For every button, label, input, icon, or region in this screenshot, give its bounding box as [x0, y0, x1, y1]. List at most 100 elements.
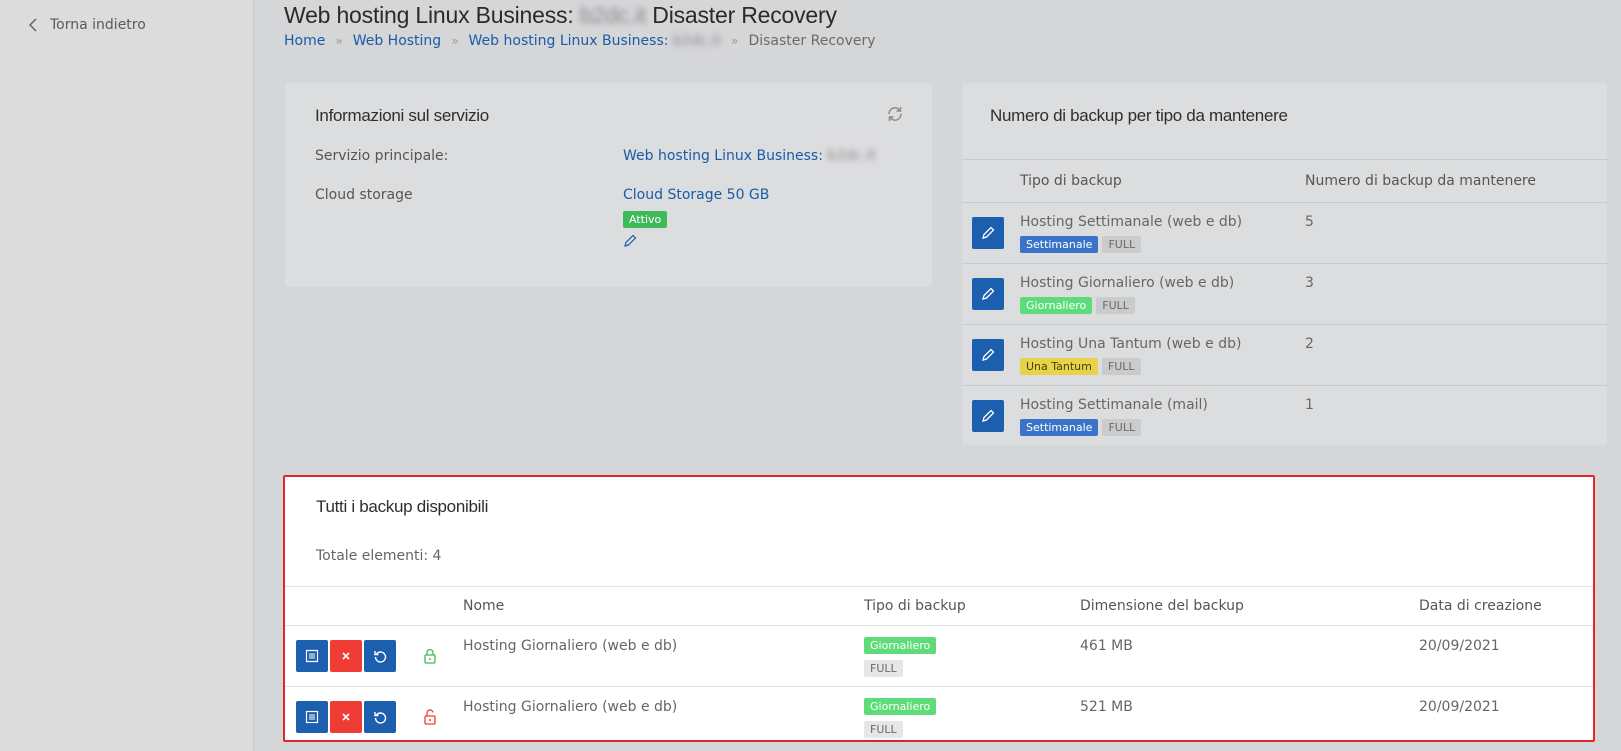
table-row: Hosting Giornaliero (web e db) Giornalie… — [285, 626, 1593, 687]
retention-name: Hosting Giornaliero (web e db) — [1020, 275, 1235, 291]
unlock-icon[interactable] — [423, 709, 437, 725]
lock-icon[interactable] — [423, 648, 437, 664]
breadcrumb-service-label: Web hosting Linux Business: — [468, 33, 669, 49]
breadcrumb-current: Disaster Recovery — [748, 33, 876, 49]
frequency-badge: Giornaliero — [864, 637, 937, 654]
retention-badges: Una Tantum FULL — [1020, 358, 1141, 375]
back-link-label: Torna indietro — [50, 17, 146, 33]
delete-button[interactable] — [330, 701, 362, 733]
backup-name: Hosting Giornaliero (web e db) — [463, 638, 678, 654]
retention-name: Hosting Una Tantum (web e db) — [1020, 336, 1242, 352]
breadcrumb-service-domain: b2dc.it — [672, 33, 722, 49]
retention-col-type: Tipo di backup — [1020, 173, 1122, 189]
main-service-value: Web hosting Linux Business: — [623, 148, 823, 164]
undo-icon — [374, 651, 387, 663]
restore-button[interactable] — [364, 640, 396, 672]
retention-row: Hosting Settimanale (web e db) Settimana… — [962, 203, 1607, 264]
edit-retention-button[interactable] — [972, 339, 1004, 371]
retention-badges: Settimanale FULL — [1020, 236, 1142, 253]
status-badge: Attivo — [623, 211, 668, 228]
undo-icon — [374, 712, 387, 724]
details-button[interactable] — [296, 701, 328, 733]
retention-count: 2 — [1305, 336, 1314, 352]
edit-retention-button[interactable] — [972, 278, 1004, 310]
main-service-link[interactable]: Web hosting Linux Business: b2dc.it — [623, 148, 876, 164]
cloud-storage-label: Cloud storage — [315, 187, 413, 203]
retention-card: Numero di backup per tipo da mantenere T… — [962, 83, 1607, 445]
page-title-suffix: Disaster Recovery — [652, 2, 837, 28]
backups-card: Tutti i backup disponibili Totale elemen… — [283, 475, 1595, 742]
breadcrumb-service[interactable]: Web hosting Linux Business: b2dc.it — [469, 33, 722, 49]
edit-retention-button[interactable] — [972, 400, 1004, 432]
backup-type: Giornaliero FULL — [864, 698, 937, 738]
back-link[interactable]: Torna indietro — [28, 17, 146, 33]
cloud-storage-link[interactable]: Cloud Storage 50 GB — [623, 187, 770, 203]
main-service-label: Servizio principale: — [315, 148, 449, 164]
breadcrumb-separator: » — [335, 34, 343, 48]
close-icon — [342, 652, 350, 660]
sidebar: Torna indietro — [0, 0, 254, 751]
retention-name: Hosting Settimanale (web e db) — [1020, 214, 1243, 230]
kind-badge: FULL — [1102, 419, 1142, 436]
service-info-title: Informazioni sul servizio — [315, 106, 489, 125]
frequency-badge: Giornaliero — [864, 698, 937, 715]
retention-row: Hosting Una Tantum (web e db) Una Tantum… — [962, 325, 1607, 386]
retention-row: Hosting Settimanale (mail) Settimanale F… — [962, 386, 1607, 447]
breadcrumb-separator: » — [731, 34, 739, 48]
backups-table-header: Nome Tipo di backup Dimensione del backu… — [285, 586, 1593, 626]
backup-size: 521 MB — [1080, 699, 1133, 715]
frequency-badge: Una Tantum — [1020, 358, 1098, 375]
retention-badges: Settimanale FULL — [1020, 419, 1142, 436]
frequency-badge: Settimanale — [1020, 419, 1099, 436]
retention-title: Numero di backup per tipo da mantenere — [990, 106, 1288, 125]
list-icon — [305, 649, 319, 663]
retention-name: Hosting Settimanale (mail) — [1020, 397, 1208, 413]
col-size: Dimensione del backup — [1080, 598, 1244, 614]
pencil-icon — [982, 348, 995, 361]
total-count: Totale elementi: 4 — [316, 548, 442, 564]
frequency-badge: Settimanale — [1020, 236, 1099, 253]
close-icon — [342, 713, 350, 721]
breadcrumb-web-hosting[interactable]: Web Hosting — [352, 33, 442, 49]
list-icon — [305, 710, 319, 724]
frequency-badge: Giornaliero — [1020, 297, 1093, 314]
table-row: Hosting Giornaliero (web e db) Giornalie… — [285, 687, 1593, 748]
kind-badge: FULL — [1096, 297, 1135, 314]
backups-title: Tutti i backup disponibili — [316, 497, 489, 516]
pencil-icon[interactable] — [623, 234, 637, 248]
backup-type: Giornaliero FULL — [864, 637, 937, 677]
retention-badges: Giornaliero FULL — [1020, 297, 1135, 314]
pencil-icon — [982, 226, 995, 239]
kind-badge: FULL — [1102, 236, 1142, 253]
details-button[interactable] — [296, 640, 328, 672]
page-title-prefix: Web hosting Linux Business: — [284, 2, 574, 28]
page-title: Web hosting Linux Business: b2dc.it Disa… — [284, 2, 837, 29]
main-service-domain: b2dc.it — [827, 148, 876, 164]
backup-size: 461 MB — [1080, 638, 1133, 654]
backup-date: 20/09/2021 — [1419, 699, 1500, 715]
breadcrumb: Home » Web Hosting » Web hosting Linux B… — [284, 33, 876, 49]
restore-button[interactable] — [364, 701, 396, 733]
retention-col-count: Numero di backup da mantenere — [1305, 173, 1536, 189]
retention-count: 5 — [1305, 214, 1314, 230]
page-title-domain: b2dc.it — [579, 2, 647, 28]
backup-name: Hosting Giornaliero (web e db) — [463, 699, 678, 715]
backup-date: 20/09/2021 — [1419, 638, 1500, 654]
pencil-icon — [982, 287, 995, 300]
retention-table-header: Tipo di backup Numero di backup da mante… — [962, 159, 1607, 203]
delete-button[interactable] — [330, 640, 362, 672]
retention-count: 1 — [1305, 397, 1314, 413]
retention-row: Hosting Giornaliero (web e db) Giornalie… — [962, 264, 1607, 325]
col-name: Nome — [463, 598, 505, 614]
kind-badge: FULL — [864, 721, 903, 738]
refresh-icon[interactable] — [886, 105, 904, 123]
chevron-left-icon — [28, 18, 37, 32]
edit-retention-button[interactable] — [972, 217, 1004, 249]
breadcrumb-home[interactable]: Home — [284, 33, 326, 49]
pencil-icon — [982, 409, 995, 422]
kind-badge: FULL — [864, 660, 903, 677]
kind-badge: FULL — [1101, 358, 1141, 375]
col-type: Tipo di backup — [864, 598, 966, 614]
retention-count: 3 — [1305, 275, 1314, 291]
breadcrumb-separator: » — [451, 34, 459, 48]
